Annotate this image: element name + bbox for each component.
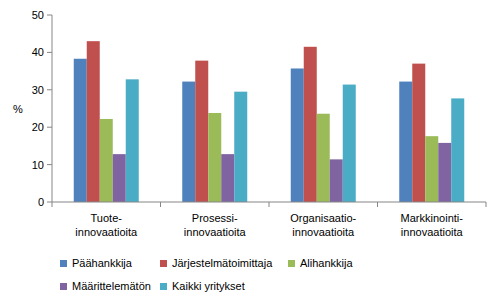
x-tick [52,202,53,207]
legend-swatch [160,260,167,267]
y-tick-label: 40 [32,46,44,58]
bar [317,114,330,202]
legend-swatch [60,260,67,267]
x-tick [486,202,487,207]
bar [208,113,221,202]
x-tick-label: Markkinointi-innovaatioita [401,212,464,238]
x-tick [377,202,378,207]
bar [113,154,126,202]
bar [100,119,113,202]
y-tick-label: 20 [32,121,44,133]
y-tick-label: 10 [32,159,44,171]
bar [330,159,343,202]
legend-swatch [288,260,295,267]
y-tick [47,15,52,16]
x-tick [160,202,161,207]
bar [399,82,412,202]
y-tick-label: 50 [32,9,44,21]
legend-label: Päähankkija [72,257,133,269]
y-axis-label: % [13,103,23,115]
y-tick [47,164,52,165]
bar [291,68,304,202]
bar [234,92,247,202]
bar [304,47,317,202]
legend-label: Alihankkija [300,257,353,269]
legend-label: Määrittelemätön [72,280,151,292]
x-tick-label: Organisaatio-innovaatioita [290,212,356,238]
bar [182,82,195,202]
bars [74,41,465,202]
y-axis [52,15,53,202]
bar [343,85,356,202]
y-tick-label: 30 [32,84,44,96]
bar [412,64,425,202]
y-tick [47,202,52,203]
x-tick [269,202,270,207]
y-tick [47,127,52,128]
bar [87,41,100,202]
bar [438,143,451,202]
y-tick [47,89,52,90]
bar [195,61,208,202]
bar [425,136,438,202]
x-tick-label: Tuote-innovaatioita [75,212,138,238]
y-tick-label: 0 [38,196,44,208]
legend-swatch [160,283,167,290]
legend-label: Kaikki yritykset [172,280,245,292]
bar [451,98,464,202]
x-tick-label: Prosessi-innovaatioita [184,212,247,238]
bar [126,79,139,202]
legend-swatch [60,283,67,290]
legend-label: Järjestelmätoimittaja [172,257,273,269]
y-tick [47,52,52,53]
bar [221,154,234,202]
chart: 0 10 20 30 40 50% Tuote-innovaatioita Prosessi-… [0,0,493,304]
bar [74,59,87,202]
